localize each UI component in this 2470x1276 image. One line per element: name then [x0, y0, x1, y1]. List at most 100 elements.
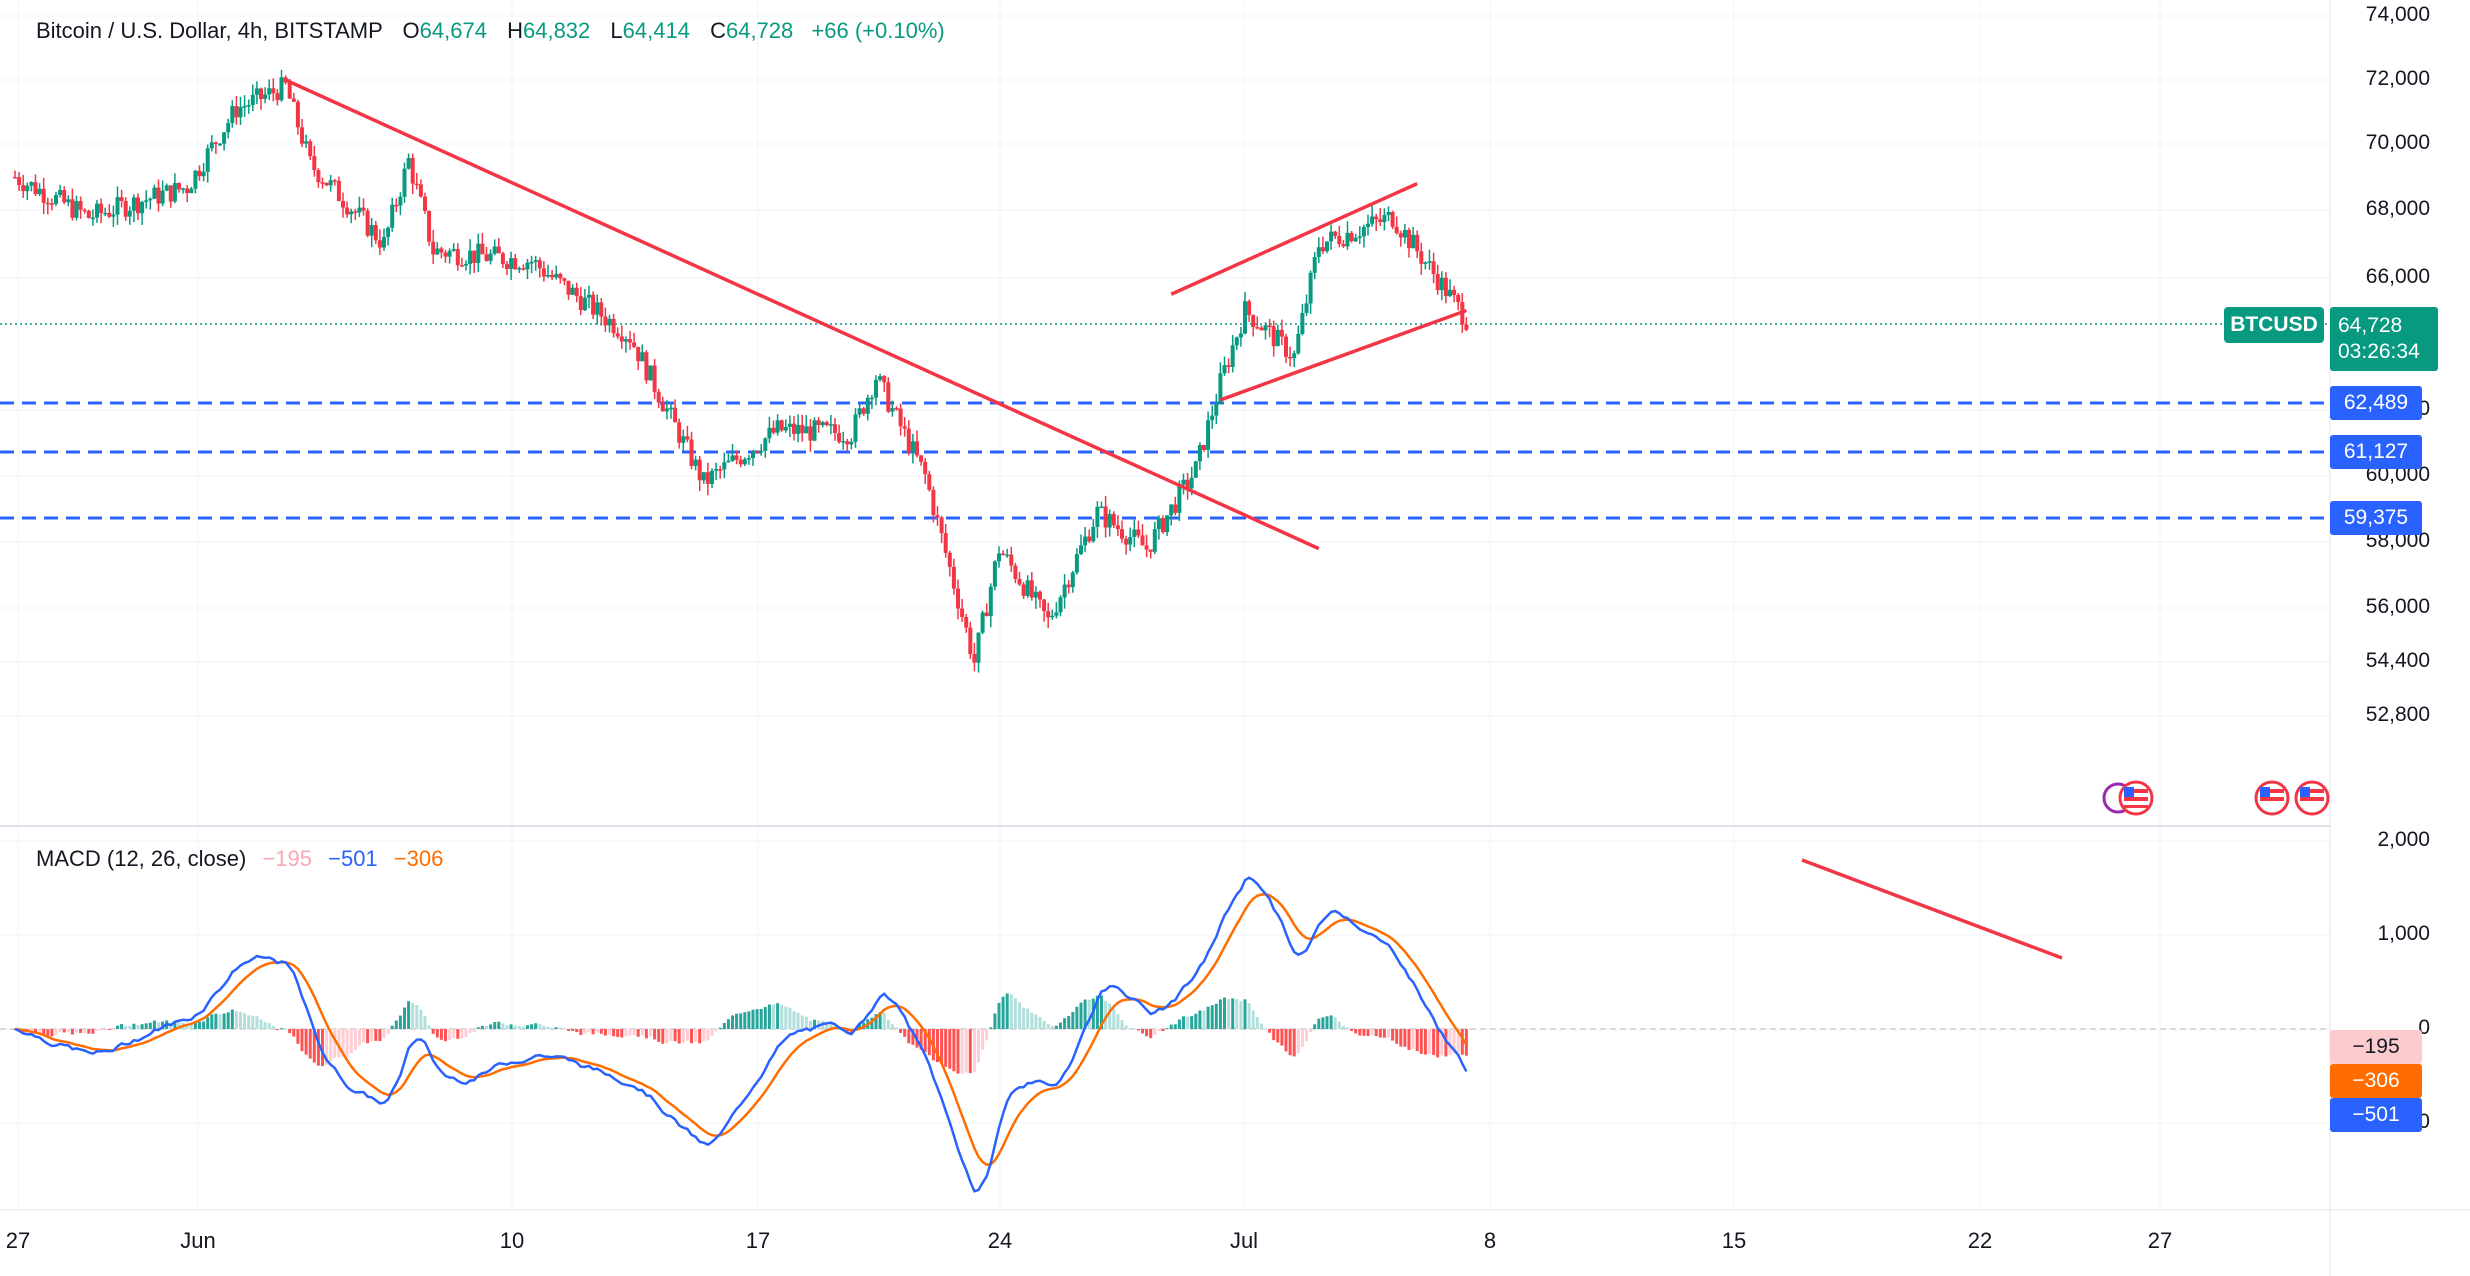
macd-histogram-bar [329, 1029, 333, 1062]
macd-histogram-bar [997, 1002, 1001, 1029]
macd-histogram-bar [878, 1012, 882, 1029]
candle-body [1370, 216, 1375, 224]
candle-body [1103, 506, 1108, 528]
candle-body [1296, 333, 1301, 354]
macd-histogram-bar [472, 1029, 476, 1032]
symbol-legend[interactable]: Bitcoin / U.S. Dollar, 4h, BITSTAMP O64,… [36, 18, 945, 44]
symbol-title[interactable]: Bitcoin / U.S. Dollar, 4h, BITSTAMP [36, 18, 383, 43]
candle-body [923, 461, 928, 475]
macd-histogram-bar [1223, 997, 1226, 1029]
macd-histogram-bar [690, 1029, 693, 1044]
macd-histogram-bar [956, 1029, 960, 1074]
horizontal-levels[interactable] [0, 323, 2330, 520]
macd-histogram-bar [423, 1015, 427, 1029]
macd-histogram-bar [731, 1015, 734, 1029]
macd-histogram-bar [776, 1003, 780, 1029]
macd-histogram-bar [1157, 1029, 1161, 1031]
candle-body [1165, 515, 1170, 533]
macd-histogram-bar [292, 1029, 296, 1037]
candle-body [160, 190, 165, 204]
candle-body [332, 180, 337, 182]
candle-body [710, 470, 714, 484]
macd-histogram-bar [452, 1029, 456, 1039]
macd-histogram-bar [161, 1021, 165, 1029]
macd-legend[interactable]: MACD (12, 26, close) −195 −501 −306 [36, 846, 443, 872]
candle-body [1234, 337, 1239, 346]
candle-body [115, 197, 120, 215]
candle-body [513, 258, 518, 270]
macd-histogram-bar [591, 1029, 595, 1035]
macd-histogram-bar [579, 1029, 583, 1035]
macd-histogram-bar [1149, 1029, 1153, 1039]
high-key: H [507, 18, 523, 43]
candle-body [283, 77, 288, 83]
macd-histogram-bar [1165, 1028, 1169, 1030]
macd-histogram-bar [1382, 1029, 1386, 1038]
macd-histogram-bar [1001, 996, 1005, 1029]
candle-body [541, 268, 546, 277]
candle-body [78, 201, 83, 210]
candle-body [1366, 223, 1370, 228]
macd-histogram-bar [1005, 993, 1009, 1029]
macd-histogram-bar [936, 1029, 939, 1063]
candle-body [578, 296, 583, 311]
macd-histogram-bar [386, 1029, 390, 1034]
macd-histogram-bar [210, 1014, 214, 1029]
macd-histogram-bar [87, 1029, 91, 1034]
macd-histogram-bar [521, 1026, 525, 1029]
candle-body [751, 451, 755, 459]
candle-body [1448, 289, 1452, 297]
level-tag-3[interactable]: 59,375 [2330, 501, 2422, 535]
candle-body [402, 168, 407, 197]
macd-tick: 1,000 [2377, 922, 2430, 945]
macd-histogram-bar [550, 1027, 554, 1029]
candle-body [714, 469, 719, 471]
candle-body [685, 436, 690, 440]
level-tag-1[interactable]: 62,489 [2330, 386, 2422, 420]
event-icons[interactable] [2102, 780, 2330, 816]
candle-body [45, 202, 50, 205]
macd-histogram-bar [1288, 1029, 1292, 1056]
candle-body [730, 455, 735, 461]
candle-body [816, 420, 821, 426]
macd-tick: 2,000 [2377, 828, 2430, 851]
macd-histogram-bar [353, 1029, 357, 1050]
candle-body [1226, 365, 1231, 367]
macd-title[interactable]: MACD (12, 26, close) [36, 846, 247, 871]
macd-histogram-bar [706, 1029, 710, 1041]
macd-histogram-bar [1292, 1029, 1296, 1057]
macd-histogram-bar [263, 1021, 267, 1029]
candle-body [484, 254, 489, 261]
macd-histogram-bar [1284, 1029, 1288, 1052]
macd-histogram-bar [927, 1029, 931, 1056]
macd-histogram-bar [1448, 1029, 1452, 1055]
candle-body [1292, 353, 1297, 359]
macd-histogram-bar [698, 1029, 702, 1044]
macd-histogram-bar [243, 1013, 247, 1029]
macd-histogram-bar [1235, 999, 1239, 1029]
candle-body [82, 209, 87, 212]
candle-body [1197, 445, 1202, 462]
candle-body [21, 185, 26, 192]
candle-body [1058, 597, 1063, 613]
candle-body [1083, 536, 1088, 546]
macd-histogram-bar [1182, 1016, 1185, 1029]
candle-body [910, 441, 915, 453]
time-tick: 27 [5, 1228, 31, 1253]
candle-body [189, 188, 194, 194]
macd-histogram-bar [993, 1013, 997, 1029]
candle-body [226, 122, 231, 133]
trendlines[interactable] [284, 78, 1467, 551]
macd-histogram-bar [259, 1019, 263, 1029]
candle-body [787, 423, 792, 428]
candle-body [849, 441, 854, 445]
candle-body [336, 180, 341, 201]
level-tag-2[interactable]: 61,127 [2330, 435, 2422, 469]
candle-body [66, 199, 71, 203]
candle-body [591, 294, 596, 315]
macd-histogram-bar [1206, 1006, 1210, 1029]
candle-body [763, 438, 768, 451]
macd-histogram-bar [374, 1029, 378, 1041]
low-value: 64,414 [622, 18, 690, 43]
